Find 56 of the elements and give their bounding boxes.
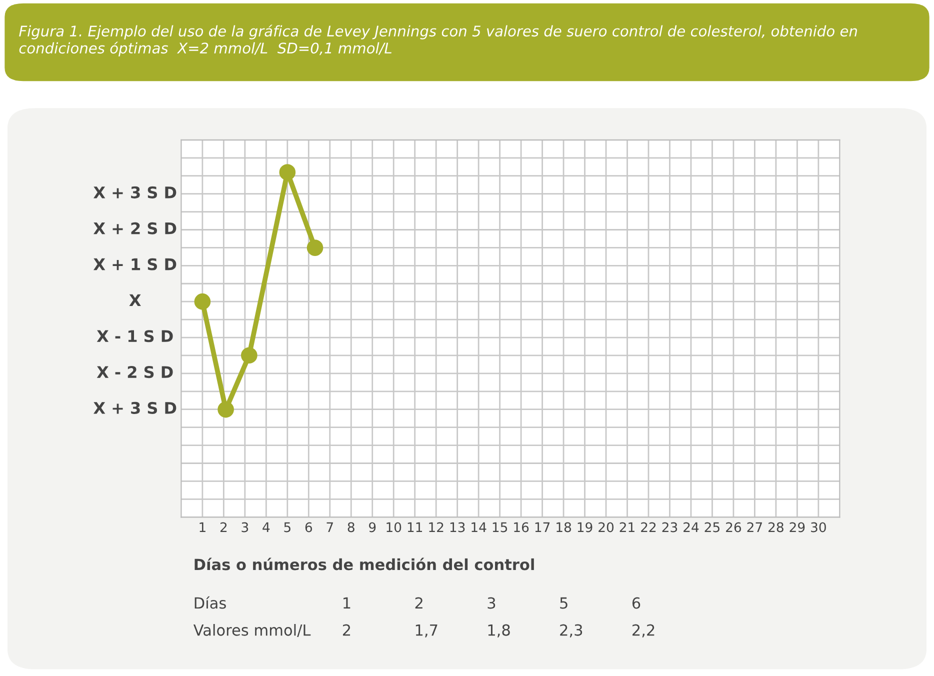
text: X + 2 S D: [94, 222, 176, 234]
text: 2,3: [560, 624, 582, 638]
point: [194, 293, 211, 310]
text: X + 3 S D: [94, 402, 176, 414]
text: 2: [415, 597, 422, 609]
chart-title: Figura 1. Ejemplo del uso de la gráfica de Levey Jennings con 5 valores de suero control de colesterol, obtenido en condiciones óptimas X=2 mmol/L SD=0,1 mmol/L: [19, 24, 857, 56]
x-tick-label: 9: [369, 522, 376, 532]
x-tick-label: 17: [535, 522, 550, 532]
point: [279, 164, 296, 180]
x-tick-label: 1: [200, 522, 206, 532]
x-tick-label: 7: [326, 522, 333, 532]
x-tick-label: 26: [726, 522, 742, 532]
x-tick-label: 25: [704, 522, 720, 532]
text: X - 2 S D: [96, 366, 173, 378]
x-tick-label: 23: [662, 522, 678, 532]
text: 2,2: [632, 624, 654, 638]
x-tick-label: 30: [811, 522, 826, 532]
text: 2: [342, 624, 350, 636]
point: [241, 347, 258, 364]
x-tick-label: 21: [620, 522, 634, 532]
x-tick-label: 4: [262, 522, 270, 532]
x-tick-label: 29: [790, 522, 805, 532]
x-axis-title: Días o números de medición del control: [194, 558, 534, 570]
x-tick-label: 11: [408, 522, 422, 532]
text: 1,7: [416, 624, 438, 638]
x-tick-label: 5: [284, 522, 290, 532]
point: [218, 401, 234, 418]
x-tick-label: 22: [641, 522, 656, 532]
x-tick-label: 16: [514, 522, 529, 532]
x-tick-label: 2: [220, 522, 227, 532]
text: 1,8: [488, 624, 510, 638]
text: X + 3 S D: [94, 186, 176, 198]
point: [306, 240, 324, 256]
text: Días: [194, 596, 226, 609]
x-tick-label: 14: [472, 522, 486, 532]
x-tick-label: 13: [450, 522, 465, 532]
text: 3: [488, 597, 496, 609]
text: X: [129, 294, 141, 306]
x-tick-label: 20: [598, 522, 614, 532]
text: X + 1 S D: [94, 258, 176, 270]
x-tick-label: 15: [492, 522, 508, 532]
x-tick-label: 6: [305, 522, 312, 532]
x-tick-label: 3: [242, 522, 248, 532]
text: Valores mmol/L: [193, 624, 311, 638]
x-tick-label: 19: [578, 522, 592, 532]
x-tick-label: 24: [684, 522, 699, 532]
x-tick-label: 10: [386, 522, 402, 532]
text: 6: [632, 597, 640, 609]
text: X - 1 S D: [96, 330, 173, 342]
x-tick-label: 12: [429, 522, 444, 532]
x-tick-label: 27: [747, 522, 762, 532]
x-tick-label: 28: [768, 522, 784, 532]
x-tick-label: 8: [348, 522, 354, 532]
text: 5: [560, 597, 568, 609]
text: 1: [344, 597, 350, 609]
x-tick-label: 18: [556, 522, 572, 532]
